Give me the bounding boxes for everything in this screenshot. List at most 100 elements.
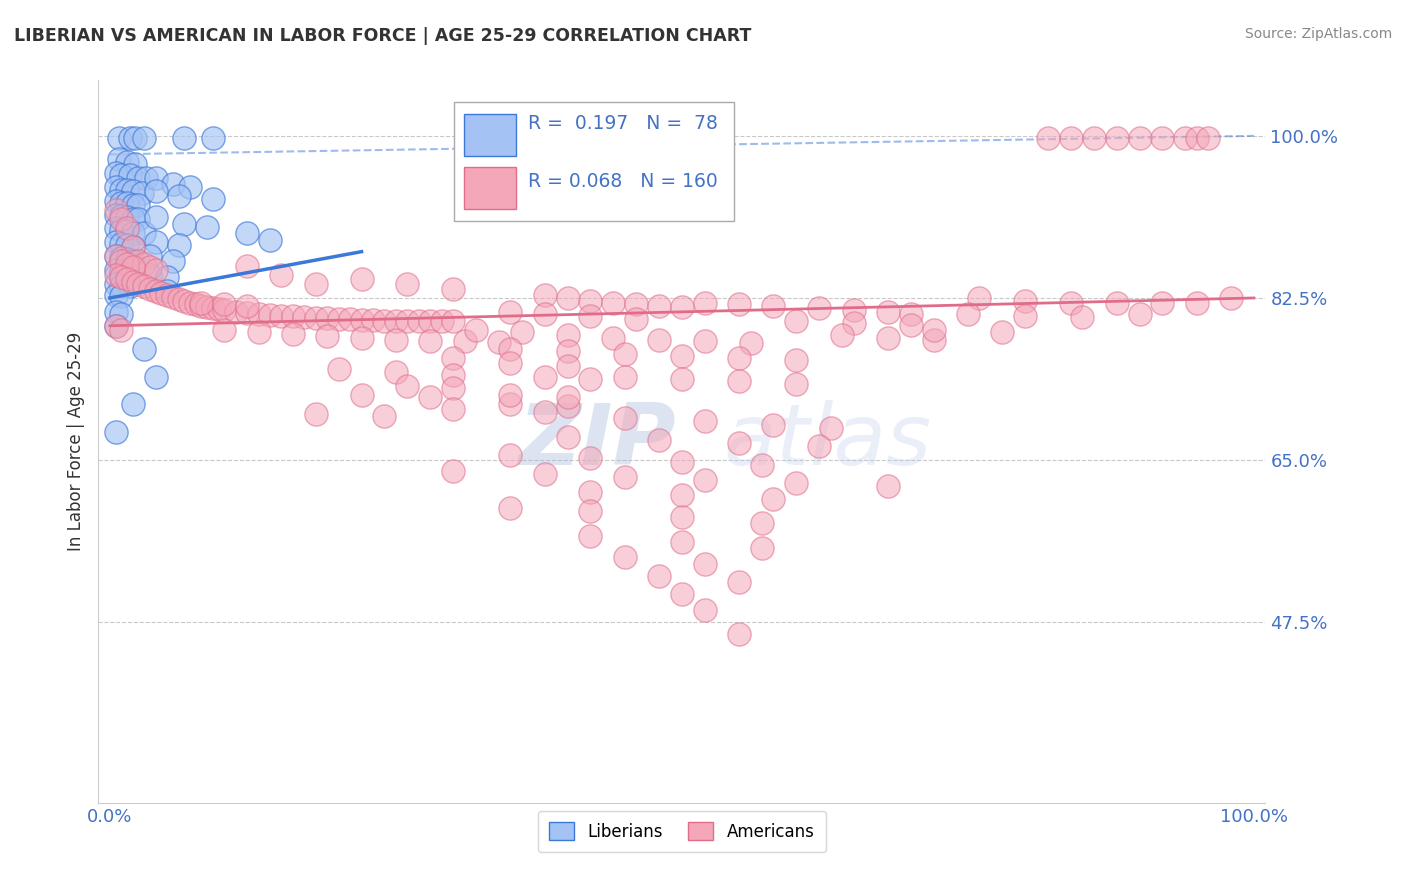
Point: [613, 346, 636, 360]
Point: [751, 541, 773, 555]
Point: [648, 299, 671, 313]
Point: [292, 310, 315, 325]
Point: [1083, 130, 1105, 145]
Point: [339, 312, 361, 326]
Point: [922, 333, 945, 347]
Point: [385, 365, 408, 379]
Point: [385, 333, 408, 347]
Point: [693, 557, 716, 571]
Point: [214, 303, 236, 318]
Point: [419, 390, 441, 404]
Point: [201, 192, 224, 206]
Text: ZIP: ZIP: [519, 400, 676, 483]
Point: [145, 211, 167, 225]
Point: [533, 307, 555, 321]
Point: [419, 314, 441, 328]
Point: [557, 328, 579, 343]
Point: [104, 318, 127, 333]
Point: [785, 476, 807, 491]
Point: [728, 575, 751, 590]
Point: [110, 279, 132, 293]
Point: [110, 289, 132, 303]
Point: [1105, 130, 1128, 145]
Point: [533, 467, 555, 481]
Point: [259, 233, 281, 247]
Point: [121, 185, 143, 199]
Point: [190, 299, 212, 313]
Point: [579, 529, 602, 543]
Point: [762, 491, 785, 506]
Point: [728, 351, 751, 366]
Point: [808, 439, 831, 453]
Point: [121, 260, 143, 275]
Point: [396, 379, 419, 393]
Point: [104, 179, 127, 194]
Point: [316, 311, 339, 326]
Point: [579, 451, 602, 466]
Point: [602, 331, 624, 345]
Point: [104, 194, 127, 208]
Point: [740, 336, 762, 351]
Point: [120, 279, 142, 293]
Point: [104, 208, 127, 222]
Point: [671, 300, 693, 314]
Point: [441, 282, 464, 296]
Point: [557, 359, 579, 373]
Point: [579, 293, 602, 308]
Text: R = 0.068   N = 160: R = 0.068 N = 160: [527, 172, 717, 191]
Point: [441, 402, 464, 417]
Point: [121, 254, 143, 268]
Point: [419, 334, 441, 348]
Point: [195, 300, 218, 314]
Point: [785, 314, 807, 328]
Point: [305, 407, 328, 421]
Point: [104, 202, 127, 217]
Point: [236, 306, 259, 320]
Point: [557, 430, 579, 444]
Point: [104, 277, 127, 291]
Point: [104, 318, 127, 333]
Point: [808, 301, 831, 315]
Point: [305, 277, 328, 291]
Point: [1014, 309, 1036, 323]
Point: [316, 329, 339, 343]
Point: [969, 291, 991, 305]
Point: [145, 235, 167, 250]
Point: [624, 297, 647, 311]
Point: [104, 425, 127, 440]
Point: [1174, 130, 1197, 145]
Point: [145, 263, 167, 277]
Point: [247, 325, 270, 339]
Point: [173, 217, 195, 231]
Point: [728, 297, 751, 311]
Point: [104, 221, 127, 235]
Point: [533, 405, 555, 419]
Point: [693, 414, 716, 428]
Point: [145, 369, 167, 384]
Point: [173, 130, 195, 145]
Point: [167, 292, 190, 306]
Point: [115, 154, 138, 169]
Point: [110, 237, 132, 252]
Point: [499, 501, 522, 516]
Point: [396, 277, 419, 291]
Point: [488, 335, 510, 350]
Point: [1185, 130, 1208, 145]
Point: [120, 130, 142, 145]
Point: [121, 240, 143, 254]
Legend: Liberians, Americans: Liberians, Americans: [537, 811, 827, 852]
Point: [499, 356, 522, 370]
Point: [115, 211, 138, 225]
Point: [1152, 295, 1174, 310]
Point: [842, 303, 865, 318]
Point: [184, 297, 207, 311]
Point: [671, 587, 693, 601]
Point: [671, 349, 693, 363]
Point: [499, 342, 522, 356]
Point: [179, 179, 201, 194]
Point: [110, 265, 132, 279]
Point: [648, 333, 671, 347]
Point: [190, 295, 212, 310]
Point: [820, 420, 842, 434]
Point: [236, 226, 259, 240]
